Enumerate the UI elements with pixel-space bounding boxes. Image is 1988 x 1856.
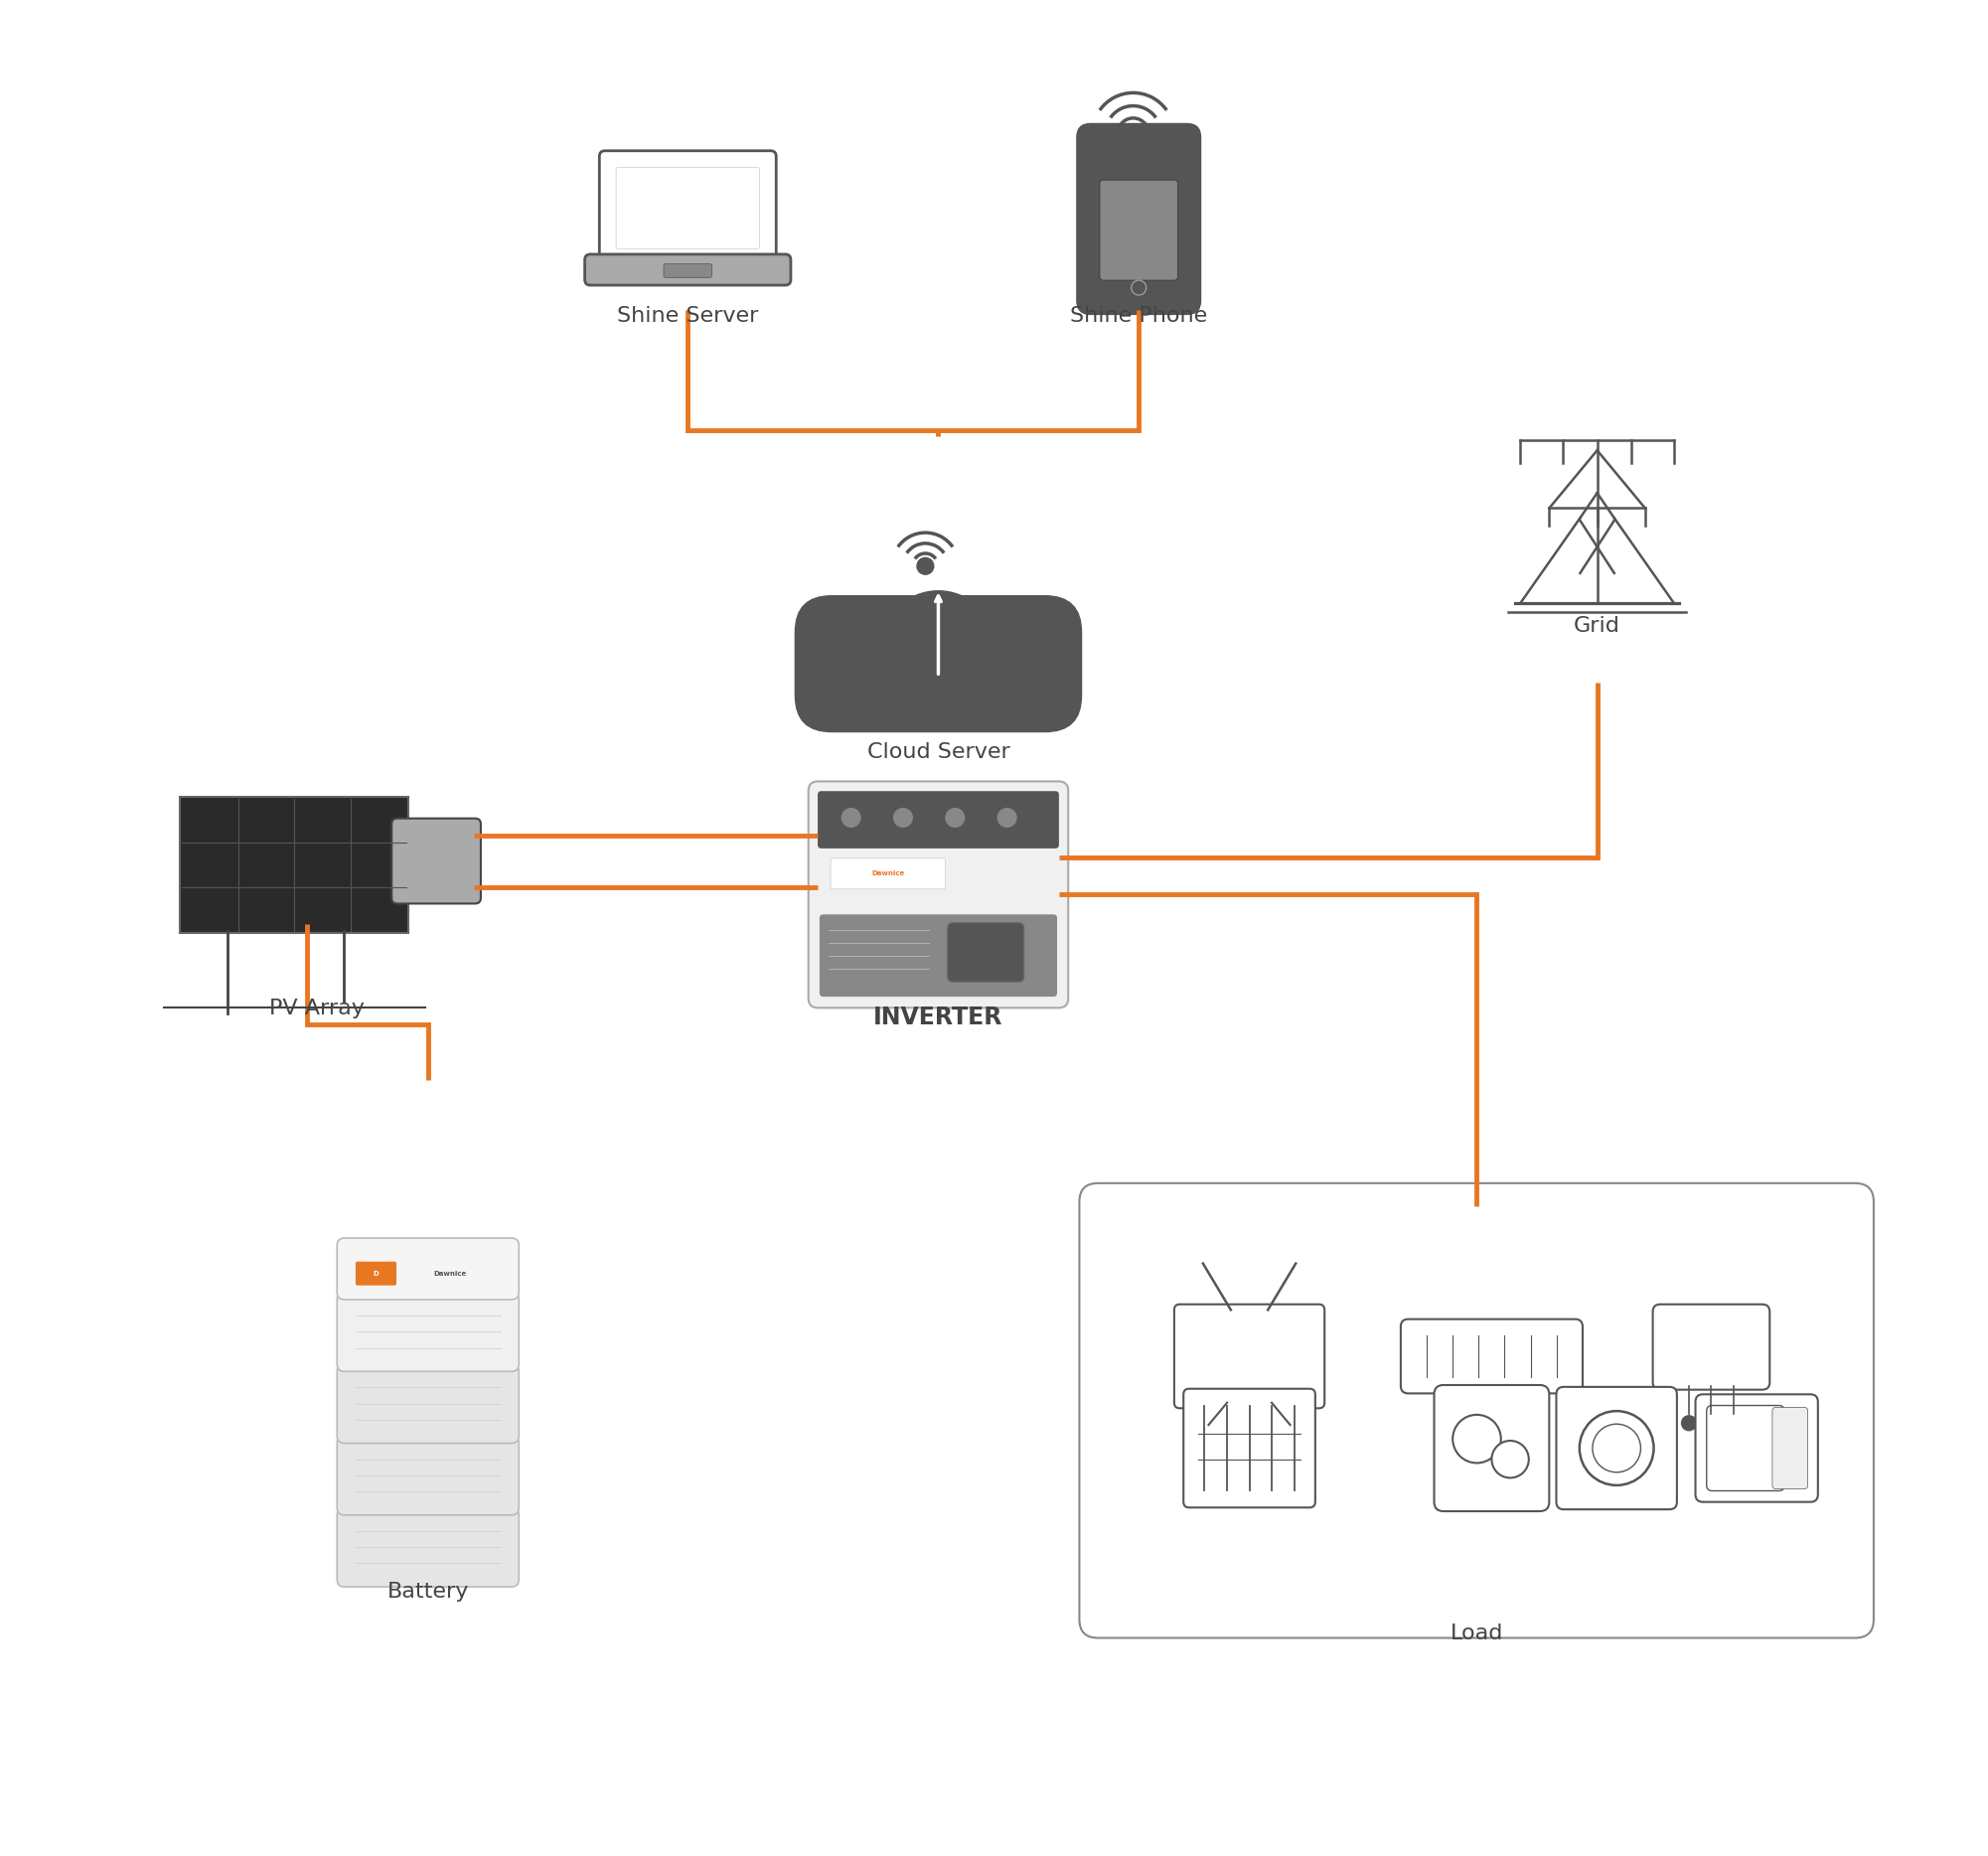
FancyBboxPatch shape — [338, 1507, 519, 1587]
Text: Cloud Server: Cloud Server — [867, 742, 1010, 763]
Text: D: D — [374, 1271, 380, 1277]
Circle shape — [1453, 1414, 1501, 1463]
FancyBboxPatch shape — [338, 1238, 519, 1299]
Circle shape — [1682, 1416, 1696, 1431]
Text: Dawnice: Dawnice — [433, 1271, 467, 1277]
Text: INVERTER: INVERTER — [873, 1006, 1004, 1030]
Circle shape — [946, 809, 964, 828]
FancyBboxPatch shape — [948, 922, 1024, 982]
FancyBboxPatch shape — [181, 796, 408, 934]
Text: Dawnice: Dawnice — [871, 870, 905, 876]
FancyBboxPatch shape — [817, 791, 1060, 848]
FancyBboxPatch shape — [1175, 1305, 1324, 1409]
Circle shape — [1704, 1416, 1720, 1431]
Circle shape — [952, 605, 1040, 690]
FancyBboxPatch shape — [1433, 1385, 1549, 1511]
Text: Grid: Grid — [1574, 616, 1620, 637]
Circle shape — [998, 809, 1016, 828]
FancyBboxPatch shape — [795, 596, 1081, 733]
Text: Battery: Battery — [388, 1581, 469, 1602]
FancyBboxPatch shape — [1402, 1320, 1582, 1394]
FancyBboxPatch shape — [1079, 1184, 1873, 1637]
Circle shape — [1580, 1411, 1654, 1485]
FancyBboxPatch shape — [338, 1364, 519, 1444]
Circle shape — [831, 598, 930, 698]
FancyBboxPatch shape — [809, 781, 1068, 1008]
FancyBboxPatch shape — [1099, 180, 1177, 280]
Text: Load: Load — [1449, 1624, 1503, 1644]
FancyBboxPatch shape — [1557, 1386, 1678, 1509]
Circle shape — [1491, 1440, 1529, 1477]
Circle shape — [1726, 1416, 1741, 1431]
FancyBboxPatch shape — [584, 254, 791, 286]
Circle shape — [881, 590, 996, 707]
FancyBboxPatch shape — [356, 1262, 396, 1286]
Circle shape — [1125, 124, 1141, 141]
FancyBboxPatch shape — [664, 264, 712, 278]
Circle shape — [841, 809, 861, 828]
FancyBboxPatch shape — [600, 150, 775, 265]
Text: PV Array: PV Array — [268, 999, 364, 1019]
FancyBboxPatch shape — [338, 1435, 519, 1514]
FancyBboxPatch shape — [1696, 1394, 1817, 1502]
FancyBboxPatch shape — [1183, 1388, 1316, 1507]
Circle shape — [1592, 1424, 1640, 1472]
FancyBboxPatch shape — [338, 1292, 519, 1372]
FancyBboxPatch shape — [831, 857, 946, 889]
Circle shape — [895, 809, 912, 828]
Text: Shine Phone: Shine Phone — [1070, 306, 1207, 327]
FancyBboxPatch shape — [1652, 1305, 1769, 1390]
Text: Shine Server: Shine Server — [616, 306, 759, 327]
FancyBboxPatch shape — [392, 818, 481, 904]
FancyBboxPatch shape — [1773, 1407, 1807, 1489]
FancyBboxPatch shape — [1706, 1405, 1785, 1490]
FancyBboxPatch shape — [819, 915, 1058, 997]
FancyBboxPatch shape — [1077, 124, 1201, 314]
FancyBboxPatch shape — [616, 167, 759, 249]
Circle shape — [916, 557, 934, 574]
